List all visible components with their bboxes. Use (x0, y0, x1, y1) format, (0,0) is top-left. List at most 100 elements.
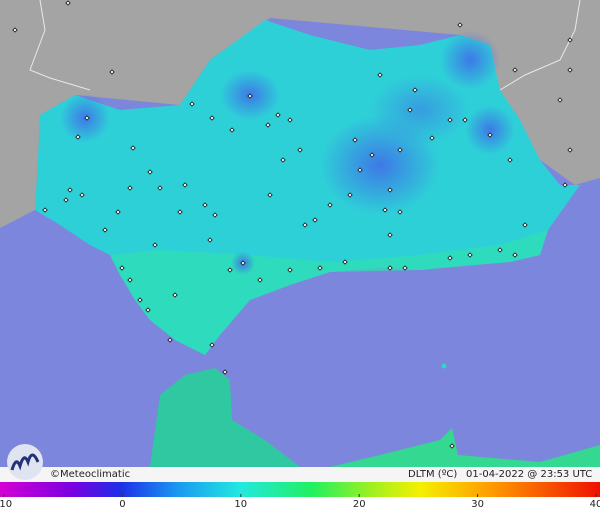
station (462, 117, 468, 123)
station (407, 107, 413, 113)
station (317, 265, 323, 271)
station (387, 232, 393, 238)
station (412, 87, 418, 93)
station (369, 152, 375, 158)
station (312, 217, 318, 223)
land-morocco-east (330, 428, 600, 467)
station (75, 134, 81, 140)
station (347, 192, 353, 198)
color-scale (0, 482, 600, 497)
station (65, 0, 71, 6)
station (342, 259, 348, 265)
timestamp: 01-04-2022 @ 23:53 UTC (466, 469, 592, 480)
station (84, 115, 90, 121)
station (130, 145, 136, 151)
station (512, 252, 518, 258)
station (182, 182, 188, 188)
station (137, 297, 143, 303)
station (512, 67, 518, 73)
station (382, 207, 388, 213)
station (567, 147, 573, 153)
station (127, 185, 133, 191)
station (429, 135, 435, 141)
border (499, 0, 581, 91)
tick-label: 0 (119, 499, 125, 510)
station (167, 337, 173, 343)
station (63, 197, 69, 203)
station (115, 209, 121, 215)
station (240, 260, 246, 266)
cold-areas (60, 30, 515, 275)
station (157, 185, 163, 191)
station (522, 222, 528, 228)
station (497, 247, 503, 253)
station (397, 209, 403, 215)
station (42, 207, 48, 213)
station (387, 187, 393, 193)
scale-ticks: -10 0 10 20 30 40 (0, 494, 600, 510)
station (447, 255, 453, 261)
station (222, 369, 228, 375)
tick-label: 40 (590, 499, 600, 510)
station (209, 342, 215, 348)
station (212, 212, 218, 218)
border (29, 0, 91, 91)
station (297, 147, 303, 153)
station (507, 157, 513, 163)
station (152, 242, 158, 248)
station (562, 182, 568, 188)
station (257, 277, 263, 283)
station (147, 169, 153, 175)
land-morocco (150, 368, 300, 467)
brand: ©Meteoclimatic (50, 469, 130, 480)
station (102, 227, 108, 233)
station (287, 117, 293, 123)
island (441, 363, 447, 369)
tick-label: 20 (353, 499, 366, 510)
station (447, 117, 453, 123)
station (302, 222, 308, 228)
tick-label: -10 (0, 499, 12, 510)
tick-label: 10 (234, 499, 247, 510)
station (280, 157, 286, 163)
field-label: DLTM (ºC) (408, 469, 457, 480)
station (267, 192, 273, 198)
station (327, 202, 333, 208)
station (275, 112, 281, 118)
station (109, 69, 115, 75)
station (557, 97, 563, 103)
station (467, 252, 473, 258)
station (397, 147, 403, 153)
station (357, 167, 363, 173)
station (227, 267, 233, 273)
footer-bar (0, 467, 600, 482)
station (202, 202, 208, 208)
station (189, 101, 195, 107)
station (177, 209, 183, 215)
warm-coast (110, 230, 548, 355)
station (172, 292, 178, 298)
station (449, 443, 455, 449)
station (12, 27, 18, 33)
station (457, 22, 463, 28)
station (119, 265, 125, 271)
land-spain-portugal (0, 0, 600, 228)
tick-label: 30 (471, 499, 484, 510)
station (229, 127, 235, 133)
station (265, 122, 271, 128)
station (209, 115, 215, 121)
station (79, 192, 85, 198)
stations (12, 0, 573, 449)
station (67, 187, 73, 193)
station (207, 237, 213, 243)
station (145, 307, 151, 313)
station (127, 277, 133, 283)
station (287, 267, 293, 273)
station (487, 132, 493, 138)
logo (7, 444, 43, 480)
station (352, 137, 358, 143)
station (567, 67, 573, 73)
station (377, 72, 383, 78)
